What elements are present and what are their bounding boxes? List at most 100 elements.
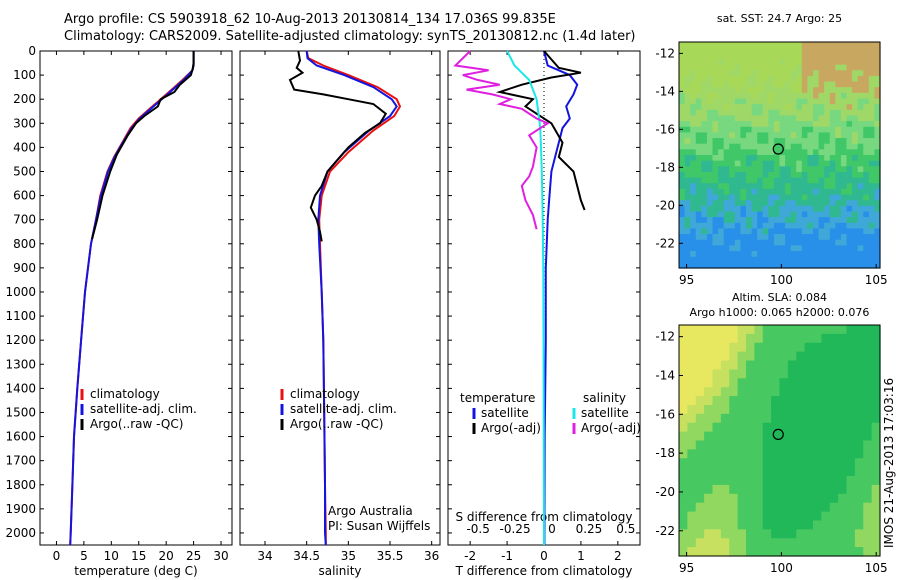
map-2-cell	[712, 484, 722, 495]
map-1-cell	[829, 251, 836, 258]
map-2-cell	[762, 511, 772, 522]
map-2-cell	[838, 325, 848, 335]
map-2-cell	[871, 484, 881, 495]
map-1-cell	[690, 222, 697, 230]
map-2-cell	[821, 484, 831, 495]
map-2-cell	[796, 431, 806, 442]
map-1-cell	[690, 188, 697, 196]
map-1-cell	[796, 239, 803, 246]
map-1-cell	[840, 109, 848, 117]
map-1-cell	[723, 217, 730, 224]
map-1-cell	[695, 87, 702, 94]
map-1-cell	[740, 70, 747, 77]
map-1-cell	[835, 143, 842, 150]
map-2-cell	[821, 422, 831, 433]
map-1-cell	[762, 251, 769, 258]
map-2-cell	[754, 458, 764, 468]
map-2-cell	[771, 511, 781, 522]
map-1-cell	[701, 104, 708, 111]
map-1-cell	[796, 177, 803, 184]
map-1-cell	[796, 64, 803, 71]
map-1-cell	[846, 262, 853, 269]
map-1-cell	[857, 166, 864, 173]
map-1-cell	[874, 132, 881, 139]
map-1-cell	[706, 109, 714, 117]
map-1-cell	[768, 70, 775, 77]
map-1-cell	[790, 98, 797, 105]
map-1-cell	[846, 211, 853, 218]
map-1-cell	[807, 143, 814, 150]
x-axis-label: temperature (deg C)	[74, 564, 197, 578]
map-1-cell	[801, 87, 809, 94]
map-2-cell	[846, 502, 856, 513]
legend-heading: salinity	[583, 391, 626, 405]
map-1-cell	[712, 126, 719, 133]
map-1-cell	[835, 183, 842, 190]
map-1-cell	[874, 47, 881, 54]
map-1-cell	[796, 149, 803, 156]
map-2-cell	[746, 520, 755, 530]
map-2-cell	[762, 378, 772, 388]
map-1-cell	[762, 171, 769, 179]
map-1-cell	[751, 256, 758, 263]
map-2-cell	[754, 404, 764, 415]
map-1-cell	[813, 70, 820, 77]
x-tick-label: 36	[424, 549, 439, 563]
map-2-cell	[871, 467, 881, 477]
map-2-cell	[695, 458, 705, 468]
map-2-cell	[779, 458, 789, 468]
map-1-cell	[868, 149, 876, 156]
map-2-cell	[712, 511, 722, 522]
map-2-cell	[746, 369, 755, 379]
map-2-cell	[712, 476, 722, 486]
map-1-cell	[813, 177, 820, 184]
map-2-cell	[863, 351, 873, 362]
map-2-cell	[679, 378, 688, 388]
map-2-cell	[754, 538, 764, 548]
map-1-cell	[801, 200, 809, 207]
map-1-cell	[734, 171, 742, 179]
map-1-cell	[723, 104, 730, 111]
map-1-cell	[768, 42, 775, 49]
map-2-cell	[695, 502, 705, 513]
map-1-cell	[701, 70, 708, 77]
map-1-cell	[746, 205, 753, 213]
map-2-cell	[813, 369, 822, 379]
map-1-cell	[852, 205, 859, 213]
map-1-cell	[852, 211, 859, 218]
map-1-cell	[679, 251, 686, 258]
map-1-cell	[751, 64, 758, 71]
map-1-cell	[857, 211, 864, 218]
map-1-cell	[785, 115, 792, 122]
map-2-cell	[687, 538, 697, 548]
map-1-cell	[701, 132, 708, 139]
map-2-cell	[737, 333, 747, 344]
map-2-cell	[737, 547, 747, 557]
map-1-cell	[706, 160, 714, 167]
map-1-cell	[824, 171, 831, 179]
map-1-cell	[813, 256, 820, 263]
map-1-cell	[801, 262, 809, 269]
map-1-cell	[757, 188, 764, 196]
map-1-cell	[729, 251, 736, 258]
map-1-cell	[706, 58, 714, 66]
map-1-cell	[807, 262, 814, 269]
map-1-cell	[762, 109, 769, 117]
map-1-cell	[829, 70, 836, 77]
legend-heading: temperature	[460, 391, 535, 405]
map-1-cell	[706, 115, 714, 122]
map-1-cell	[813, 75, 820, 83]
map-1-cell	[857, 222, 864, 230]
map-2-cell	[821, 387, 831, 397]
map-1-cell	[690, 177, 697, 184]
map-y-tick-label: -14	[655, 368, 675, 382]
map-2-cell	[746, 325, 755, 335]
map-2-cell	[779, 547, 789, 557]
map-1-cell	[729, 160, 736, 167]
map-2-cell	[737, 431, 747, 442]
map-1-cell	[807, 171, 814, 179]
map-2-cell	[729, 484, 739, 495]
map-2-cell	[787, 342, 797, 353]
map-1-cell	[779, 53, 786, 60]
map-1-cell	[824, 138, 831, 145]
